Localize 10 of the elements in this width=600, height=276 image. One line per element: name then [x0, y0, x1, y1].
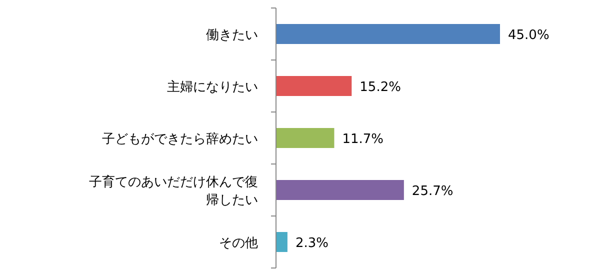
y-tick-label: その他: [219, 236, 258, 251]
data-label: 11.7%: [342, 132, 384, 147]
y-tick-label: 子どもができたら辞めたい: [102, 132, 258, 147]
data-label: 15.2%: [360, 80, 401, 95]
data-label: 25.7%: [412, 184, 454, 199]
y-tick-label: 働きたい: [206, 28, 258, 43]
y-tick-label: 主婦になりたい: [167, 79, 258, 95]
data-label: 2.3%: [295, 236, 328, 251]
y-tick-label: 子育てのあいだだけ休んで復帰したい: [89, 174, 258, 208]
data-label: 45.0%: [508, 28, 550, 43]
